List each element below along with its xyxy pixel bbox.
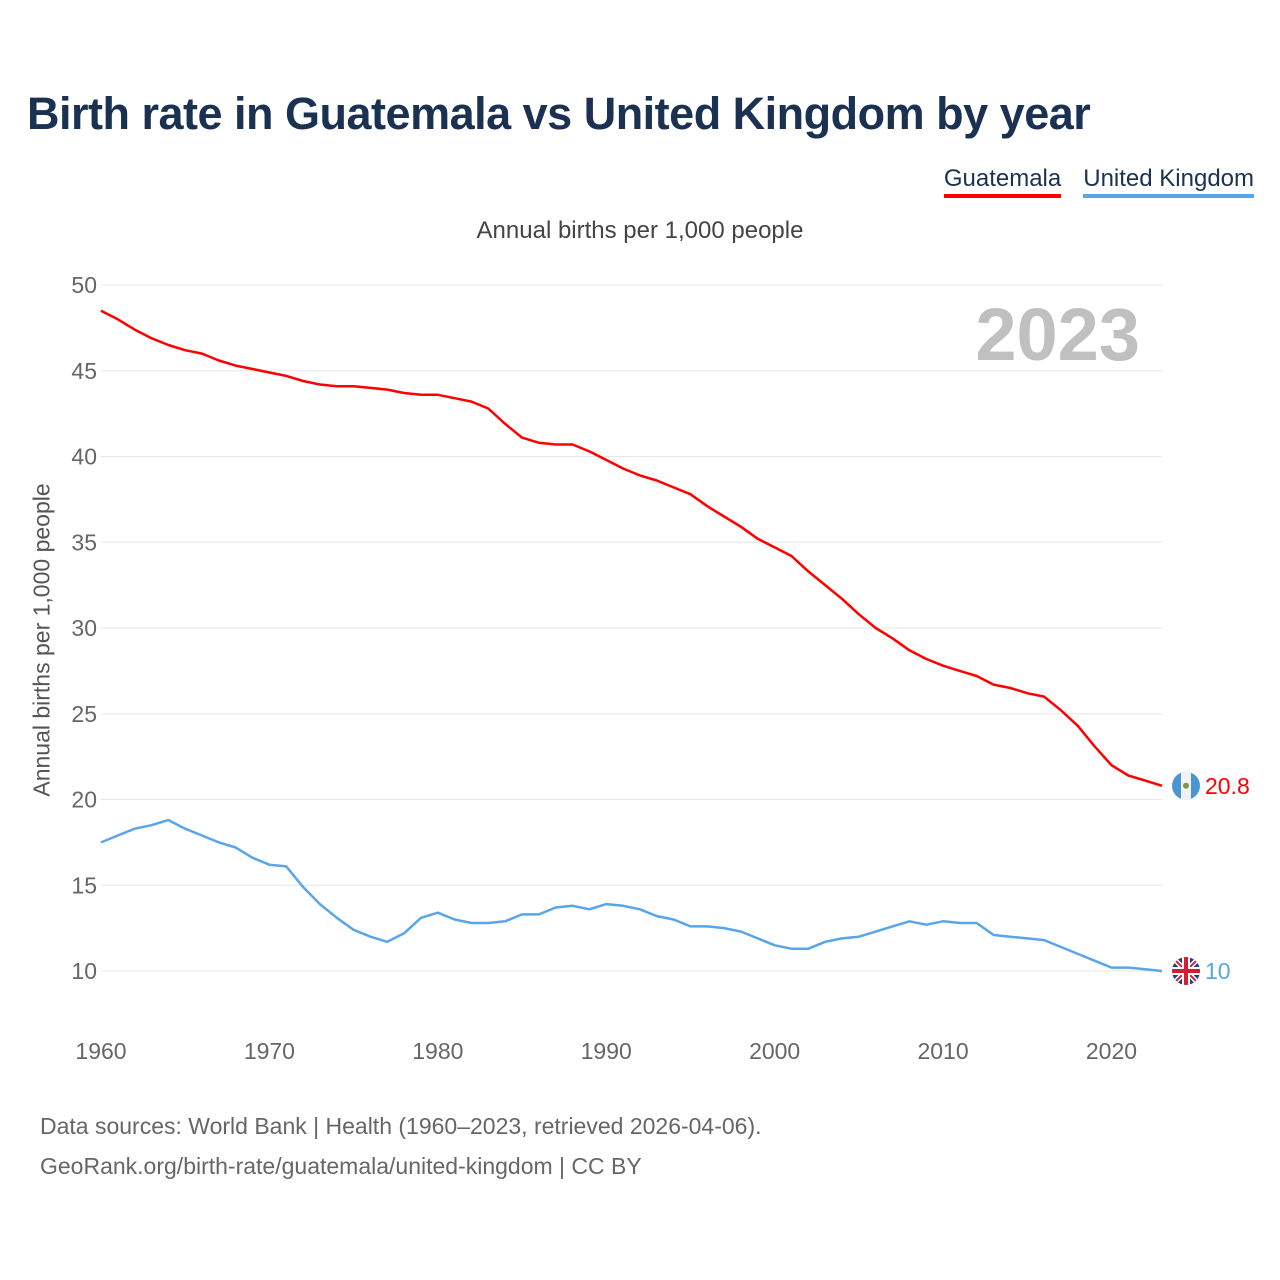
chart-subtitle: Annual births per 1,000 people [476,217,804,244]
x-tick-label: 2000 [749,1038,800,1064]
legend-item-guatemala[interactable]: Guatemala [943,165,1062,198]
uk-flag-icon [1172,957,1200,985]
footer-source: Data sources: World Bank | Health (1960–… [40,1113,762,1139]
x-tick-label: 1970 [244,1038,295,1064]
y-tick-label: 15 [71,872,97,898]
footer: Data sources: World Bank | Health (1960–… [40,1106,762,1186]
year-watermark: 2023 [975,293,1140,376]
series-line-guatemala [100,309,1163,787]
x-tick-label: 1990 [581,1038,632,1064]
y-tick-label: 50 [71,272,97,298]
y-tick-label: 20 [71,787,97,813]
x-tick-label: 1980 [412,1038,463,1064]
footer-url[interactable]: GeoRank.org/birth-rate/guatemala/united-… [40,1153,642,1179]
y-tick-label: 45 [71,358,97,384]
y-tick-label: 35 [71,529,97,555]
legend: Guatemala United Kingdom [943,165,1254,198]
end-value-label: 20.8 [1205,773,1250,799]
x-tick-label: 2010 [917,1038,968,1064]
x-tick-label: 1960 [75,1038,126,1064]
chart-title: Birth rate in Guatemala vs United Kingdo… [27,88,1091,139]
y-tick-label: 10 [71,958,97,984]
series-line-united-kingdom [100,818,1163,973]
end-value-label: 10 [1205,958,1231,984]
x-tick-label: 2020 [1086,1038,1137,1064]
legend-item-united-kingdom[interactable]: United Kingdom [1083,165,1254,198]
guatemala-flag-icon [1172,771,1200,800]
y-tick-label: 25 [71,701,97,727]
y-tick-label: 40 [71,444,97,470]
y-tick-label: 30 [71,615,97,641]
